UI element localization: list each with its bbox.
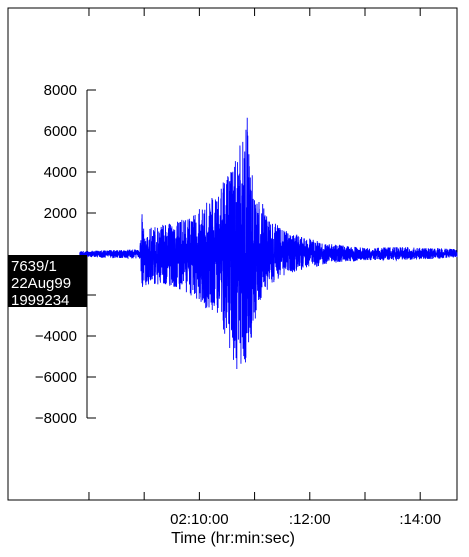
y-tick-label: −6000 bbox=[35, 369, 77, 386]
y-tick-label: 6000 bbox=[44, 123, 77, 140]
trace-label-date: 22Aug99 bbox=[11, 275, 71, 292]
trace-label-station: 7639/1 bbox=[11, 258, 57, 275]
x-tick-label: 02:10:00 bbox=[170, 511, 228, 528]
x-tick-label: :12:00 bbox=[289, 511, 331, 528]
y-tick-label: −4000 bbox=[35, 328, 77, 345]
seismic-trace bbox=[79, 117, 458, 369]
x-tick-label: :14:00 bbox=[399, 511, 441, 528]
x-axis: 02:10:00 :12:00 :14:00 bbox=[88, 8, 441, 528]
trace-label: 7639/1 22Aug99 1999234 bbox=[8, 255, 87, 309]
y-tick-label: 8000 bbox=[44, 82, 77, 99]
x-axis-title: Time (hr:min:sec) bbox=[171, 530, 295, 547]
trace-label-julian: 1999234 bbox=[11, 292, 69, 309]
trace-label-box bbox=[8, 255, 87, 307]
y-tick-label: −8000 bbox=[35, 410, 77, 427]
series-trace bbox=[79, 117, 458, 369]
y-tick-label: 4000 bbox=[44, 164, 77, 181]
y-tick-label: 2000 bbox=[44, 205, 77, 222]
